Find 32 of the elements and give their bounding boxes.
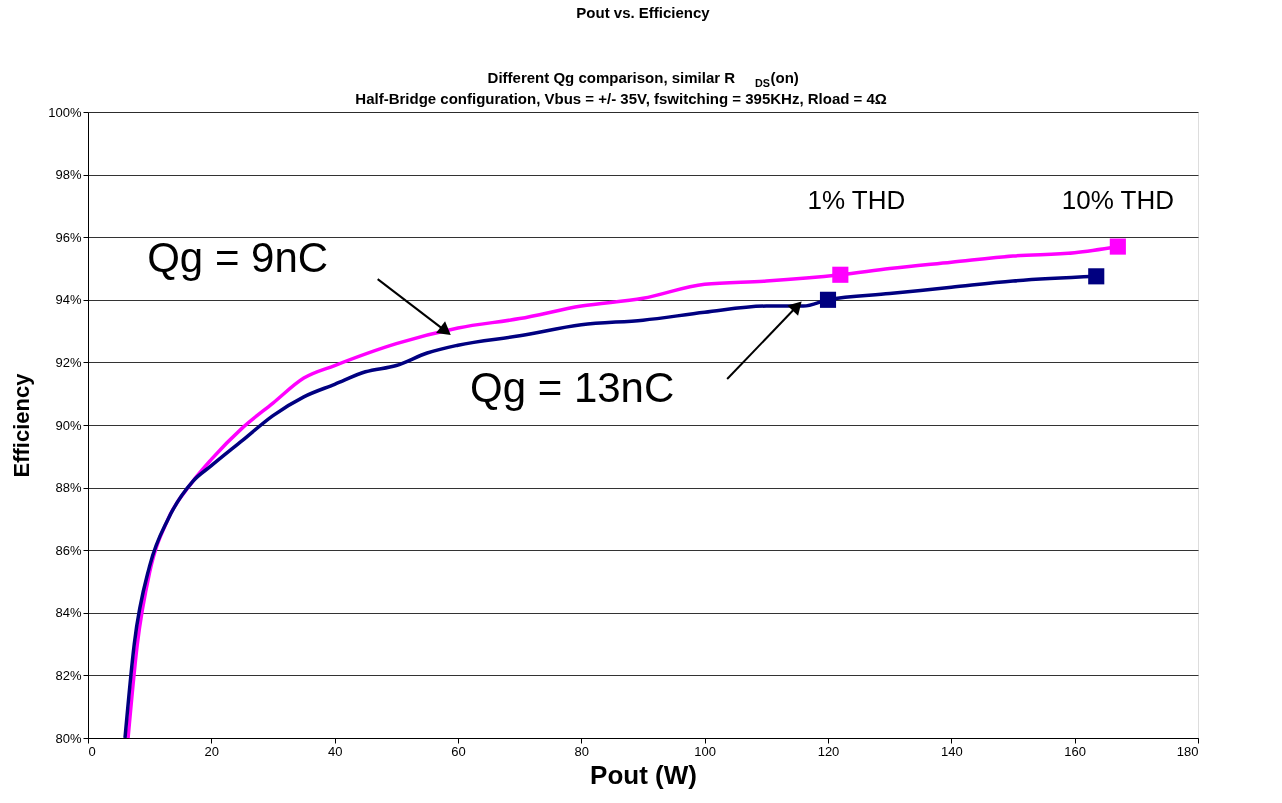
- x-tick-label: 120: [817, 743, 840, 759]
- x-tick-label: 60: [451, 743, 466, 759]
- x-tick-label: 160: [1064, 743, 1087, 759]
- y-tick-label: 96%: [55, 229, 82, 245]
- point: [832, 266, 849, 283]
- point: [1109, 238, 1126, 255]
- y-tick-label: 84%: [55, 605, 82, 621]
- y-tick-label: 92%: [55, 354, 82, 370]
- point: [819, 291, 837, 308]
- y-tick-label: 88%: [55, 480, 82, 496]
- y-tick-label: 82%: [55, 667, 82, 683]
- annotation: 1% THD: [807, 184, 906, 215]
- x-tick-label: 140: [940, 743, 963, 759]
- y-tick-label: 94%: [55, 292, 82, 308]
- y-tick-label: 80%: [55, 730, 82, 746]
- y-tick-label: 86%: [55, 542, 82, 558]
- x-tick-label: 100: [694, 743, 717, 759]
- y-tick-label: 90%: [55, 417, 82, 433]
- chart-title: Pout vs. Efficiency: [576, 4, 711, 21]
- annotation: Qg = 13nC: [470, 364, 675, 412]
- x-tick-label: 80: [574, 743, 590, 759]
- x-tick-label: 40: [327, 743, 343, 759]
- x-tick-label: 180: [1176, 743, 1199, 759]
- x-tick-label: 20: [204, 743, 220, 759]
- x-tick-label: 0: [88, 743, 96, 759]
- annotation: Qg = 9nC: [147, 234, 329, 282]
- y-axis-title: Efficiency: [9, 372, 35, 478]
- point: [1088, 268, 1105, 285]
- y-tick-label: 100%: [48, 104, 82, 120]
- annotation: 10% THD: [1061, 184, 1174, 215]
- x-axis-title: Pout (W): [590, 759, 697, 790]
- y-tick-label: 98%: [55, 167, 82, 183]
